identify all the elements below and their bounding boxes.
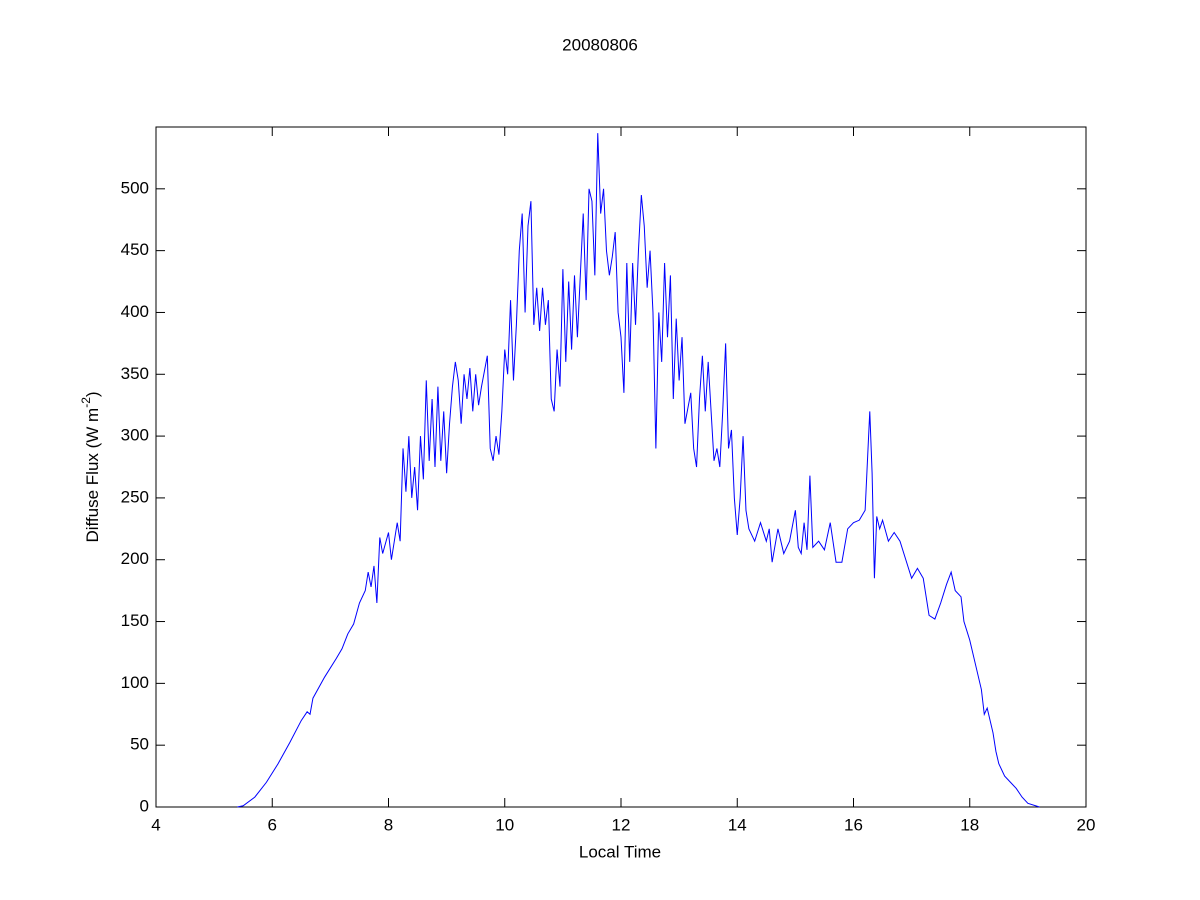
y-tick-label: 50 (130, 735, 149, 754)
x-tick-label: 12 (612, 815, 631, 834)
x-tick-label: 16 (844, 815, 863, 834)
y-label-superscript: -2 (79, 397, 93, 408)
y-tick-label: 300 (121, 426, 149, 445)
x-tick-label: 4 (151, 815, 160, 834)
y-tick-label: 400 (121, 302, 149, 321)
y-label-text: Diffuse Flux (W m (83, 408, 102, 543)
y-tick-label: 150 (121, 611, 149, 630)
y-label-suffix: ) (83, 391, 102, 397)
x-tick-label: 14 (728, 815, 747, 834)
x-tick-label: 20 (1077, 815, 1096, 834)
y-tick-label: 350 (121, 364, 149, 383)
y-tick-label: 450 (121, 240, 149, 259)
x-axis-label: Local Time (579, 842, 661, 861)
y-axis-label: Diffuse Flux (W m-2) (79, 391, 102, 542)
y-tick-label: 200 (121, 549, 149, 568)
data-line (237, 133, 1040, 808)
x-tick-label: 18 (960, 815, 979, 834)
y-tick-label: 100 (121, 673, 149, 692)
y-tick-label: 250 (121, 487, 149, 506)
x-tick-label: 8 (384, 815, 393, 834)
x-tick-label: 10 (495, 815, 514, 834)
x-tick-label: 6 (268, 815, 277, 834)
chart-title: 20080806 (562, 35, 638, 54)
y-tick-label: 500 (121, 178, 149, 197)
y-tick-label: 0 (140, 796, 149, 815)
